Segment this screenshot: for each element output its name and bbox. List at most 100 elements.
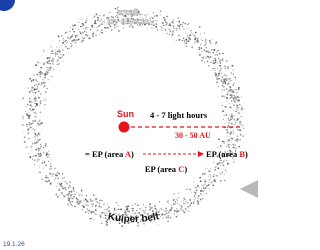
belt-dot bbox=[169, 28, 171, 30]
belt-dot bbox=[150, 203, 151, 204]
belt-dot bbox=[204, 194, 205, 195]
belt-dot bbox=[201, 47, 202, 48]
belt-dot bbox=[230, 97, 232, 99]
belt-dot bbox=[43, 147, 44, 148]
belt-dot bbox=[197, 203, 198, 204]
belt-dot bbox=[228, 93, 229, 94]
belt-dot bbox=[85, 198, 86, 199]
belt-dot bbox=[234, 96, 236, 98]
belt-dot bbox=[37, 160, 39, 162]
belt-dot bbox=[214, 174, 215, 175]
belt-dot bbox=[60, 51, 61, 52]
belt-dot bbox=[34, 132, 35, 133]
belt-dot bbox=[220, 180, 222, 182]
belt-dot bbox=[42, 160, 43, 161]
belt-dot bbox=[40, 148, 41, 149]
area-c-open: EP (area bbox=[145, 164, 178, 174]
belt-dot bbox=[36, 126, 37, 127]
belt-dot bbox=[216, 78, 218, 80]
belt-dot bbox=[197, 198, 198, 199]
belt-dot bbox=[238, 99, 240, 101]
belt-dot bbox=[145, 207, 147, 209]
belt-dot bbox=[106, 27, 108, 29]
belt-dot bbox=[87, 18, 88, 19]
belt-dot bbox=[41, 84, 43, 86]
belt-dot bbox=[199, 49, 200, 50]
belt-dot bbox=[87, 205, 89, 207]
belt-dot bbox=[188, 23, 189, 24]
belt-dot bbox=[35, 149, 37, 151]
sun-dot bbox=[119, 122, 130, 133]
belt-dot bbox=[91, 25, 93, 27]
belt-dot bbox=[34, 136, 35, 137]
belt-dot bbox=[210, 183, 211, 184]
belt-dot bbox=[81, 26, 82, 27]
belt-dot bbox=[63, 38, 64, 39]
belt-dot bbox=[228, 121, 229, 122]
belt-dot bbox=[201, 194, 203, 196]
belt-dot bbox=[94, 213, 95, 214]
belt-dot bbox=[46, 73, 48, 75]
belt-dot bbox=[232, 144, 234, 146]
belt-dot bbox=[229, 86, 231, 88]
belt-dot bbox=[228, 118, 229, 119]
belt-dot bbox=[159, 201, 160, 202]
belt-dot bbox=[218, 76, 219, 77]
belt-dot bbox=[201, 39, 202, 40]
belt-dot bbox=[71, 205, 73, 207]
belt-dot bbox=[159, 209, 160, 210]
belt-dot bbox=[115, 8, 116, 9]
belt-dot bbox=[197, 200, 199, 202]
belt-dot bbox=[74, 194, 76, 196]
belt-dot bbox=[224, 123, 225, 124]
belt-dot bbox=[69, 198, 71, 200]
belt-dot bbox=[214, 180, 216, 182]
belt-dot bbox=[114, 27, 116, 29]
belt-dot bbox=[121, 225, 123, 227]
belt-dot bbox=[226, 159, 228, 161]
belt-dot bbox=[222, 163, 223, 164]
belt-dot bbox=[177, 200, 178, 201]
belt-dot bbox=[172, 34, 173, 35]
belt-dot bbox=[194, 186, 196, 188]
belt-dot bbox=[46, 154, 48, 156]
belt-dot bbox=[241, 106, 242, 107]
belt-dot bbox=[201, 51, 202, 52]
belt-dot bbox=[143, 204, 144, 205]
belt-dot bbox=[224, 67, 225, 68]
belt-dot bbox=[75, 28, 76, 29]
belt-dot bbox=[227, 78, 228, 79]
belt-dot bbox=[43, 99, 44, 100]
belt-dot bbox=[46, 67, 48, 69]
belt-dot bbox=[27, 129, 29, 131]
belt-dot bbox=[225, 65, 226, 66]
belt-dot bbox=[157, 20, 158, 21]
belt-dot bbox=[199, 54, 201, 56]
belt-dot bbox=[200, 44, 201, 45]
belt-dot bbox=[182, 26, 183, 27]
belt-dot bbox=[38, 156, 39, 157]
top-label-line2: icy objects bbox=[107, 17, 149, 26]
belt-dot bbox=[46, 175, 47, 176]
belt-dot bbox=[198, 42, 199, 43]
belt-dot bbox=[50, 55, 51, 56]
belt-dot bbox=[191, 192, 192, 193]
belt-dot bbox=[29, 78, 31, 80]
belt-dot bbox=[236, 120, 237, 121]
belt-dot bbox=[186, 203, 187, 204]
belt-dot bbox=[208, 176, 209, 177]
belt-dot bbox=[91, 204, 92, 205]
belt-dot bbox=[104, 27, 106, 29]
belt-dot bbox=[25, 111, 26, 112]
belt-dot bbox=[30, 123, 32, 125]
belt-dot bbox=[55, 174, 57, 176]
belt-dot bbox=[217, 147, 218, 148]
belt-dot bbox=[110, 12, 111, 13]
belt-dot bbox=[85, 22, 86, 23]
belt-dot bbox=[28, 138, 30, 140]
belt-dot bbox=[198, 47, 200, 49]
belt-dot bbox=[187, 28, 188, 29]
belt-dot bbox=[235, 99, 236, 100]
belt-dot bbox=[214, 166, 216, 168]
belt-dot bbox=[33, 156, 34, 157]
